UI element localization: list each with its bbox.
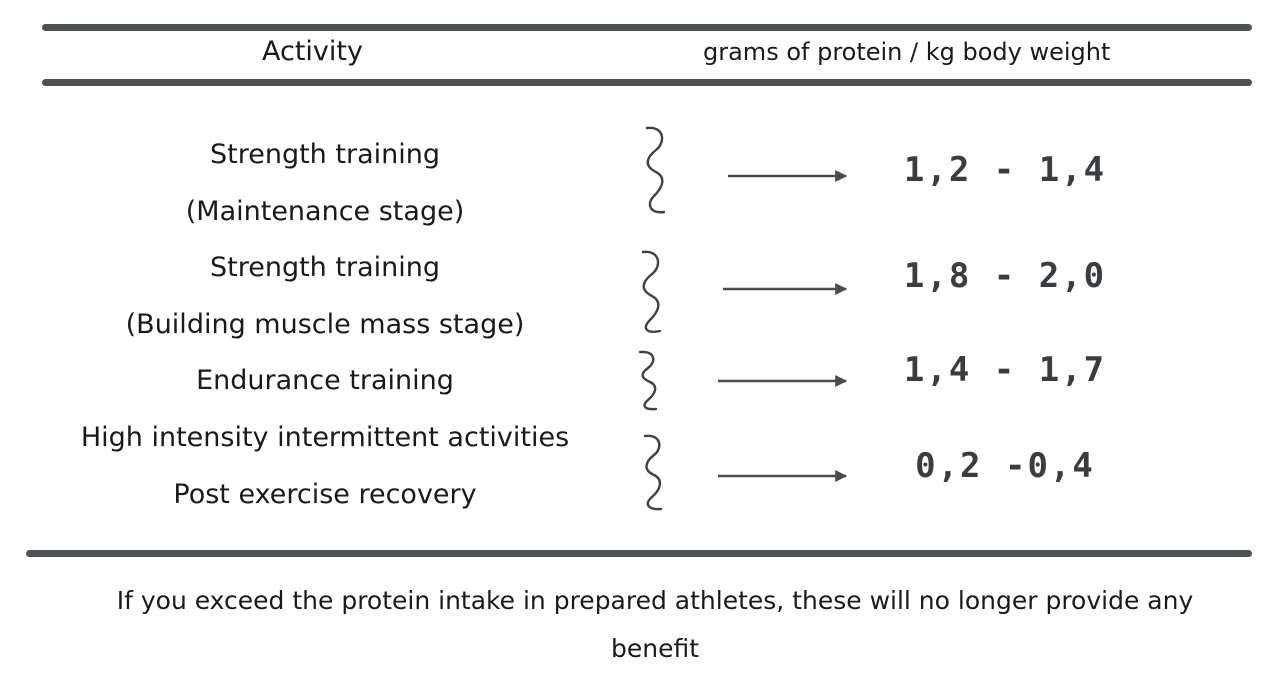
bottom-rule	[26, 550, 1252, 557]
curly-brace-icon-row-1	[645, 126, 666, 214]
curly-brace-icon-row-4	[643, 434, 663, 511]
activity-row-4-line-2: Post exercise recovery	[173, 479, 477, 510]
header-activity: Activity	[262, 36, 363, 67]
protein-value-row-3: 1,4 - 1,7	[903, 350, 1107, 390]
header-protein-per-kg: grams of protein / kg body weight	[703, 38, 1111, 66]
header-rule	[42, 79, 1252, 86]
activity-row-1-line-1: Strength training	[210, 139, 440, 170]
protein-value-row-4: 0,2 -0,4	[915, 446, 1095, 486]
top-rule	[42, 24, 1252, 31]
protein-value-row-2: 1,8 - 2,0	[903, 256, 1107, 296]
activity-row-2-line-1: Strength training	[210, 252, 440, 283]
footer-note-line-1: If you exceed the protein intake in prep…	[116, 586, 1194, 615]
activity-row-4-line-1: High intensity intermittent activities	[80, 422, 570, 453]
footer-note-line-2: benefit	[610, 634, 700, 663]
protein-value-row-1: 1,2 - 1,4	[903, 150, 1107, 190]
curly-brace-icon-row-2	[641, 250, 662, 333]
activity-row-3-line-1: Endurance training	[196, 365, 454, 396]
activity-row-2-line-2: (Building muscle mass stage)	[125, 309, 525, 340]
activity-row-1-line-2: (Maintenance stage)	[185, 196, 465, 227]
